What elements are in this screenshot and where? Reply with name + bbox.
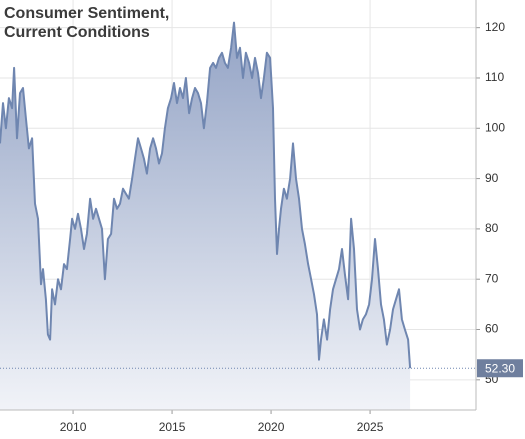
y-tick-label: 110 [485,70,504,84]
y-tick-label: 60 [485,322,499,336]
x-tick-label: 2020 [258,420,285,434]
y-tick-label: 80 [485,221,499,235]
y-tick-label: 90 [485,171,499,185]
last-value-box [477,359,523,378]
x-tick-label: 2025 [357,420,384,434]
x-tick-label: 2015 [159,420,186,434]
area-fill [0,22,411,410]
chart-title: Consumer Sentiment, Current Conditions [4,5,170,41]
y-tick-label: 100 [485,120,505,134]
last-value-label: 52.30 [485,361,515,375]
y-tick-label: 120 [485,20,505,34]
x-tick-label: 2010 [60,420,87,434]
y-tick-label: 70 [485,271,499,285]
area-line [0,21,412,369]
